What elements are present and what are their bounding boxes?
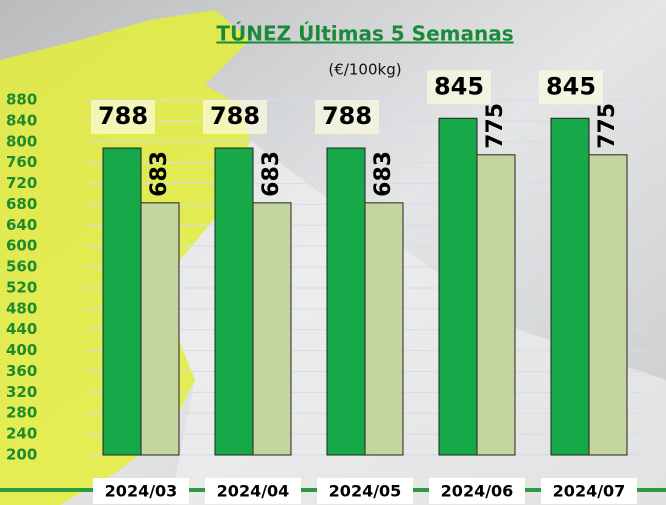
x-tick-label: 2024/06	[441, 482, 514, 501]
bar	[140, 202, 180, 456]
x-tick-box	[541, 478, 637, 504]
y-tick-label: 840	[6, 111, 37, 129]
y-tick-label: 200	[6, 446, 37, 464]
x-tick-label: 2024/04	[217, 482, 290, 501]
value-label-box	[539, 70, 603, 105]
y-tick-label: 520	[6, 278, 37, 296]
x-tick-label: 2024/05	[329, 482, 402, 501]
bar	[476, 154, 516, 456]
y-tick-label: 240	[6, 425, 37, 443]
y-tick-label: 400	[6, 341, 37, 359]
bar	[364, 202, 404, 456]
bar	[550, 117, 590, 456]
x-tick-box	[317, 478, 413, 504]
value-label-box	[427, 70, 491, 105]
value-label-box	[315, 100, 379, 135]
bar	[438, 117, 478, 456]
y-tick-label: 600	[6, 237, 37, 255]
value-label: 775	[595, 103, 620, 149]
y-tick-label: 800	[6, 132, 37, 150]
y-tick-label: 360	[6, 362, 37, 380]
map-sea	[170, 140, 666, 505]
chart-subtitle: (€/100kg)	[328, 61, 401, 79]
value-label: 683	[371, 151, 396, 197]
y-tick-label: 680	[6, 195, 37, 213]
x-tick-box	[429, 478, 525, 504]
y-tick-label: 440	[6, 320, 37, 338]
value-label: 683	[147, 151, 172, 197]
value-label: 683	[259, 151, 284, 197]
y-tick-label: 760	[6, 153, 37, 171]
chart-title: TÚNEZ Últimas 5 Semanas	[216, 22, 513, 46]
x-tick-box	[93, 478, 189, 504]
value-label: 775	[483, 103, 508, 149]
value-label-box	[203, 100, 267, 135]
bar	[214, 147, 254, 456]
y-tick-label: 480	[6, 299, 37, 317]
value-label: 788	[98, 102, 148, 130]
y-tick-label: 280	[6, 404, 37, 422]
x-tick-label: 2024/03	[105, 482, 178, 501]
bar	[102, 147, 142, 456]
y-tick-label: 880	[6, 91, 37, 109]
x-tick-box	[205, 478, 301, 504]
value-label: 845	[546, 72, 596, 100]
value-label: 788	[322, 102, 372, 130]
value-label: 845	[434, 72, 484, 100]
y-tick-label: 560	[6, 258, 37, 276]
bar	[252, 202, 292, 456]
value-label-box	[91, 100, 155, 135]
value-label: 788	[210, 102, 260, 130]
bar	[326, 147, 366, 456]
y-tick-label: 720	[6, 174, 37, 192]
x-tick-label: 2024/07	[553, 482, 626, 501]
y-tick-label: 640	[6, 216, 37, 234]
y-tick-label: 320	[6, 383, 37, 401]
bar	[588, 154, 628, 456]
